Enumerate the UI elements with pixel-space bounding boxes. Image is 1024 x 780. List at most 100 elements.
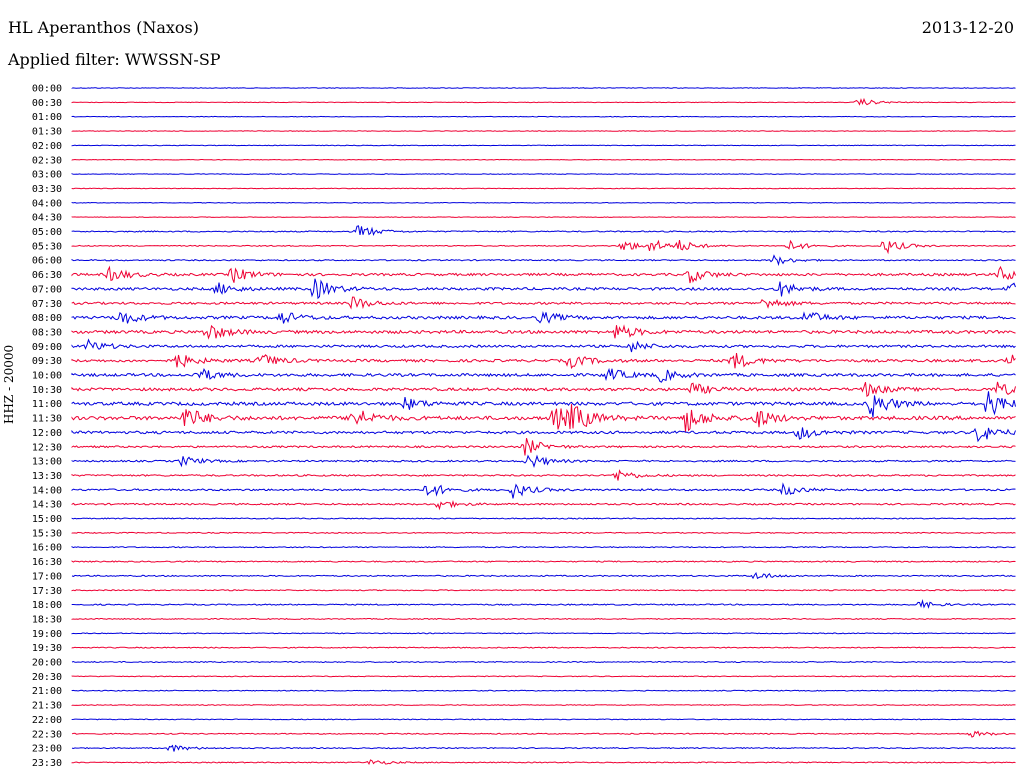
row-tick-label: 14:30 — [32, 500, 62, 511]
trace-row-00-00 — [71, 87, 1016, 89]
trace-row-18-30 — [71, 617, 1016, 620]
trace-row-06-30 — [71, 265, 1016, 284]
row-tick-label: 11:00 — [32, 399, 62, 410]
trace-row-13-30 — [71, 469, 1016, 481]
row-tick-label: 05:30 — [32, 241, 62, 252]
trace-row-13-00 — [71, 454, 1016, 468]
trace-row-12-30 — [71, 438, 1016, 456]
trace-row-02-00 — [71, 144, 1016, 147]
trace-row-19-30 — [71, 646, 1016, 649]
row-tick-label: 03:00 — [32, 170, 62, 181]
row-tick-label: 13:30 — [32, 471, 62, 482]
row-tick-label: 09:00 — [32, 342, 62, 353]
trace-row-08-00 — [71, 310, 1016, 324]
trace-row-03-30 — [71, 187, 1016, 190]
trace-row-00-30 — [71, 97, 1016, 106]
row-tick-label: 05:00 — [32, 227, 62, 238]
row-tick-label: 16:30 — [32, 557, 62, 568]
trace-row-10-30 — [71, 381, 1016, 398]
trace-row-22-00 — [71, 718, 1016, 721]
row-tick-label: 02:30 — [32, 155, 62, 166]
row-tick-label: 22:30 — [32, 729, 62, 740]
trace-row-17-00 — [71, 571, 1016, 580]
trace-row-08-30 — [71, 324, 1016, 340]
row-tick-label: 04:30 — [32, 213, 62, 224]
row-tick-label: 21:30 — [32, 701, 62, 712]
row-tick-label: 17:00 — [32, 571, 62, 582]
trace-row-17-30 — [71, 589, 1016, 592]
row-tick-label: 20:00 — [32, 658, 62, 669]
row-tick-label: 23:30 — [32, 758, 62, 769]
row-tick-label: 00:00 — [32, 84, 62, 95]
row-tick-label: 12:00 — [32, 428, 62, 439]
trace-row-14-00 — [71, 482, 1016, 499]
applied-filter-label: Applied filter: WWSSN-SP — [8, 50, 221, 69]
trace-row-15-00 — [71, 517, 1016, 520]
trace-row-16-00 — [71, 545, 1016, 549]
row-tick-label: 12:30 — [32, 442, 62, 453]
trace-row-01-00 — [71, 115, 1016, 118]
row-tick-label: 13:00 — [32, 457, 62, 468]
row-tick-label: 08:30 — [32, 327, 62, 338]
row-tick-label: 10:30 — [32, 385, 62, 396]
row-tick-label: 03:30 — [32, 184, 62, 195]
station-title: HL Aperanthos (Naxos) — [8, 18, 199, 37]
row-tick-label: 16:00 — [32, 543, 62, 554]
row-tick-label: 22:00 — [32, 715, 62, 726]
trace-row-03-00 — [71, 173, 1016, 175]
row-tick-label: 19:30 — [32, 643, 62, 654]
row-tick-label: 21:00 — [32, 686, 62, 697]
row-tick-label: 10:00 — [32, 371, 62, 382]
row-tick-label: 08:00 — [32, 313, 62, 324]
row-tick-label: 17:30 — [32, 586, 62, 597]
trace-row-14-30 — [71, 499, 1016, 511]
trace-row-16-30 — [71, 560, 1016, 563]
row-tick-label: 18:00 — [32, 600, 62, 611]
row-tick-label: 23:00 — [32, 744, 62, 755]
row-tick-label: 01:30 — [32, 127, 62, 138]
trace-row-23-30 — [71, 759, 1016, 766]
trace-row-04-00 — [71, 201, 1016, 204]
trace-row-23-00 — [71, 744, 1016, 752]
trace-row-21-30 — [71, 704, 1016, 706]
row-tick-label: 18:30 — [32, 614, 62, 625]
trace-row-12-00 — [71, 427, 1016, 443]
trace-row-20-30 — [71, 675, 1016, 678]
trace-row-11-30 — [71, 404, 1016, 432]
row-tick-label: 20:30 — [32, 672, 62, 683]
trace-row-20-00 — [71, 660, 1016, 664]
trace-row-22-30 — [71, 730, 1016, 738]
trace-row-01-30 — [71, 130, 1016, 132]
row-tick-label: 04:00 — [32, 198, 62, 209]
row-tick-label: 19:00 — [32, 629, 62, 640]
row-tick-label: 00:30 — [32, 98, 62, 109]
row-tick-label: 11:30 — [32, 414, 62, 425]
trace-row-02-30 — [71, 158, 1016, 161]
trace-row-11-00 — [71, 391, 1016, 418]
trace-row-15-30 — [71, 531, 1016, 534]
trace-row-07-00 — [71, 278, 1016, 300]
trace-row-18-00 — [71, 599, 1016, 609]
trace-row-10-00 — [71, 367, 1016, 383]
trace-row-09-30 — [71, 353, 1016, 370]
trace-row-07-30 — [71, 296, 1016, 310]
row-tick-label: 09:30 — [32, 356, 62, 367]
trace-row-04-30 — [71, 216, 1016, 218]
row-tick-label: 06:30 — [32, 270, 62, 281]
row-tick-label: 14:00 — [32, 485, 62, 496]
row-tick-label: 01:00 — [32, 112, 62, 123]
row-tick-label: 15:00 — [32, 514, 62, 525]
trace-row-09-00 — [71, 338, 1016, 353]
row-tick-label: 06:00 — [32, 256, 62, 267]
row-tick-labels: 00:00 00:30 01:00 01:30 02:00 02:30 03:00 03:30… — [32, 84, 62, 769]
trace-row-06-00 — [71, 254, 1016, 267]
trace-row-05-30 — [71, 239, 1016, 255]
row-tick-label: 07:30 — [32, 299, 62, 310]
row-tick-label: 02:00 — [32, 141, 62, 152]
row-tick-label: 15:30 — [32, 528, 62, 539]
trace-row-05-00 — [71, 225, 1016, 237]
row-tick-label: 07:00 — [32, 284, 62, 295]
trace-row-19-00 — [71, 632, 1016, 635]
trace-lines — [71, 87, 1016, 766]
